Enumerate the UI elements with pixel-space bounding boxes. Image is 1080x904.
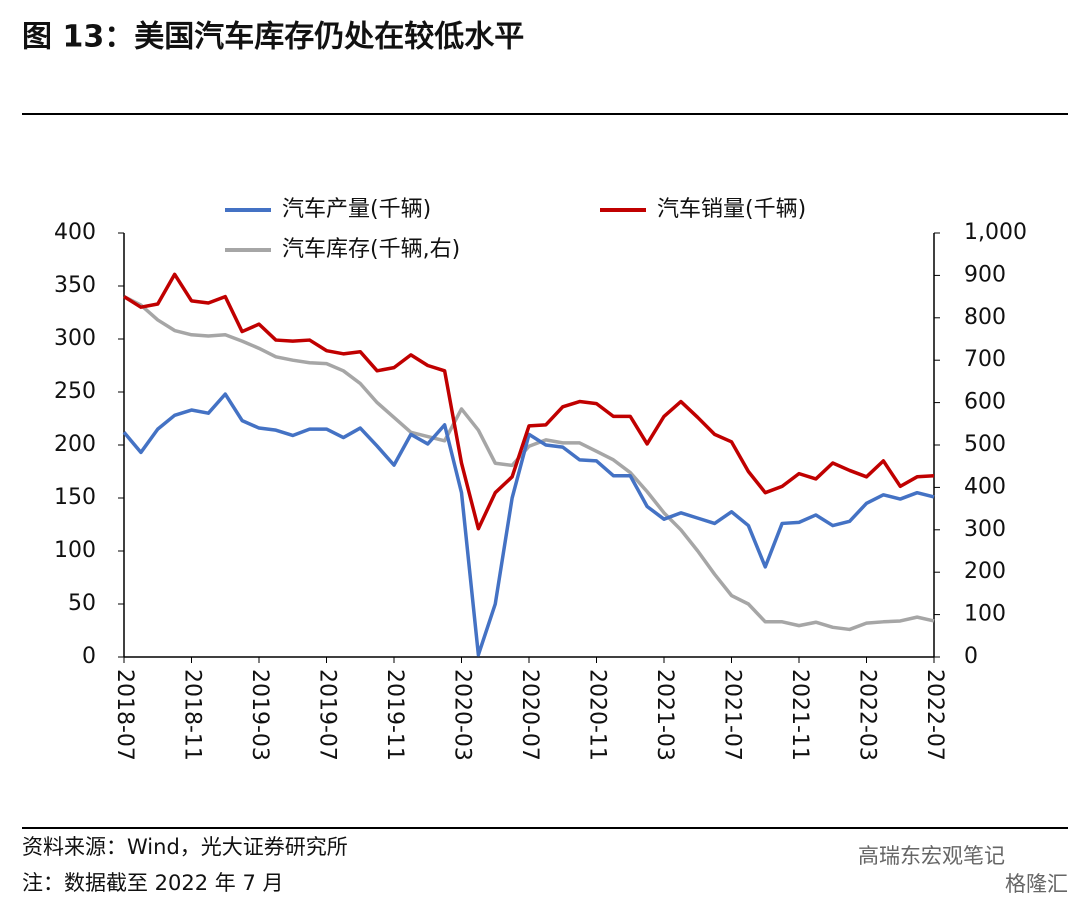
legend-label: 汽车产量(千辆) xyxy=(282,197,431,222)
x-tick-label: 2022-03 xyxy=(855,669,880,761)
series-line xyxy=(122,392,935,657)
source: 资料来源：Wind，光大证券研究所 xyxy=(22,835,348,859)
note: 注：数据截至 2022 年 7 月 xyxy=(22,871,284,895)
y2-tick-label: 700 xyxy=(964,347,1006,372)
chart-title: 图 13：美国汽车库存仍处在较低水平 xyxy=(22,20,524,55)
y2-tick-label: 0 xyxy=(964,644,978,669)
watermark: 格隆汇 xyxy=(1005,872,1068,896)
y2-tick-label: 600 xyxy=(964,390,1006,415)
y-tick-label: 100 xyxy=(54,538,96,563)
y2-tick-label: 900 xyxy=(964,262,1006,287)
y-tick-label: 200 xyxy=(54,432,96,457)
series-line xyxy=(123,272,935,531)
y2-tick-label: 100 xyxy=(964,602,1006,627)
y-tick-label: 150 xyxy=(54,485,96,510)
y-tick-label: 250 xyxy=(54,379,96,404)
y-tick-label: 0 xyxy=(82,644,96,669)
x-tick-label: 2021-07 xyxy=(720,669,745,761)
y2-tick-label: 300 xyxy=(964,517,1006,542)
x-tick-label: 2020-07 xyxy=(517,669,542,761)
x-tick-label: 2020-03 xyxy=(450,669,475,761)
series-line xyxy=(123,295,935,632)
legend-label: 汽车库存(千辆,右) xyxy=(282,237,460,262)
y2-tick-label: 200 xyxy=(964,559,1006,584)
y-tick-label: 350 xyxy=(54,273,96,298)
y2-tick-label: 400 xyxy=(964,474,1006,499)
x-tick-label: 2021-11 xyxy=(787,669,812,761)
y2-tick-label: 1,000 xyxy=(964,220,1027,245)
y-tick-label: 50 xyxy=(68,591,96,616)
watermark: 高瑞东宏观笔记 xyxy=(858,844,1005,868)
x-tick-label: 2019-03 xyxy=(247,669,272,761)
x-tick-label: 2018-07 xyxy=(112,669,137,761)
y-tick-label: 400 xyxy=(54,220,96,245)
x-tick-label: 2018-11 xyxy=(180,669,205,761)
y-tick-label: 300 xyxy=(54,326,96,351)
y2-tick-label: 500 xyxy=(964,432,1006,457)
x-tick-label: 2021-03 xyxy=(652,669,677,761)
x-tick-label: 2019-07 xyxy=(315,669,340,761)
legend-label: 汽车销量(千辆) xyxy=(657,197,806,222)
x-tick-label: 2022-07 xyxy=(922,669,947,761)
x-tick-label: 2019-11 xyxy=(382,669,407,761)
x-tick-label: 2020-11 xyxy=(585,669,610,761)
y2-tick-label: 800 xyxy=(964,305,1006,330)
